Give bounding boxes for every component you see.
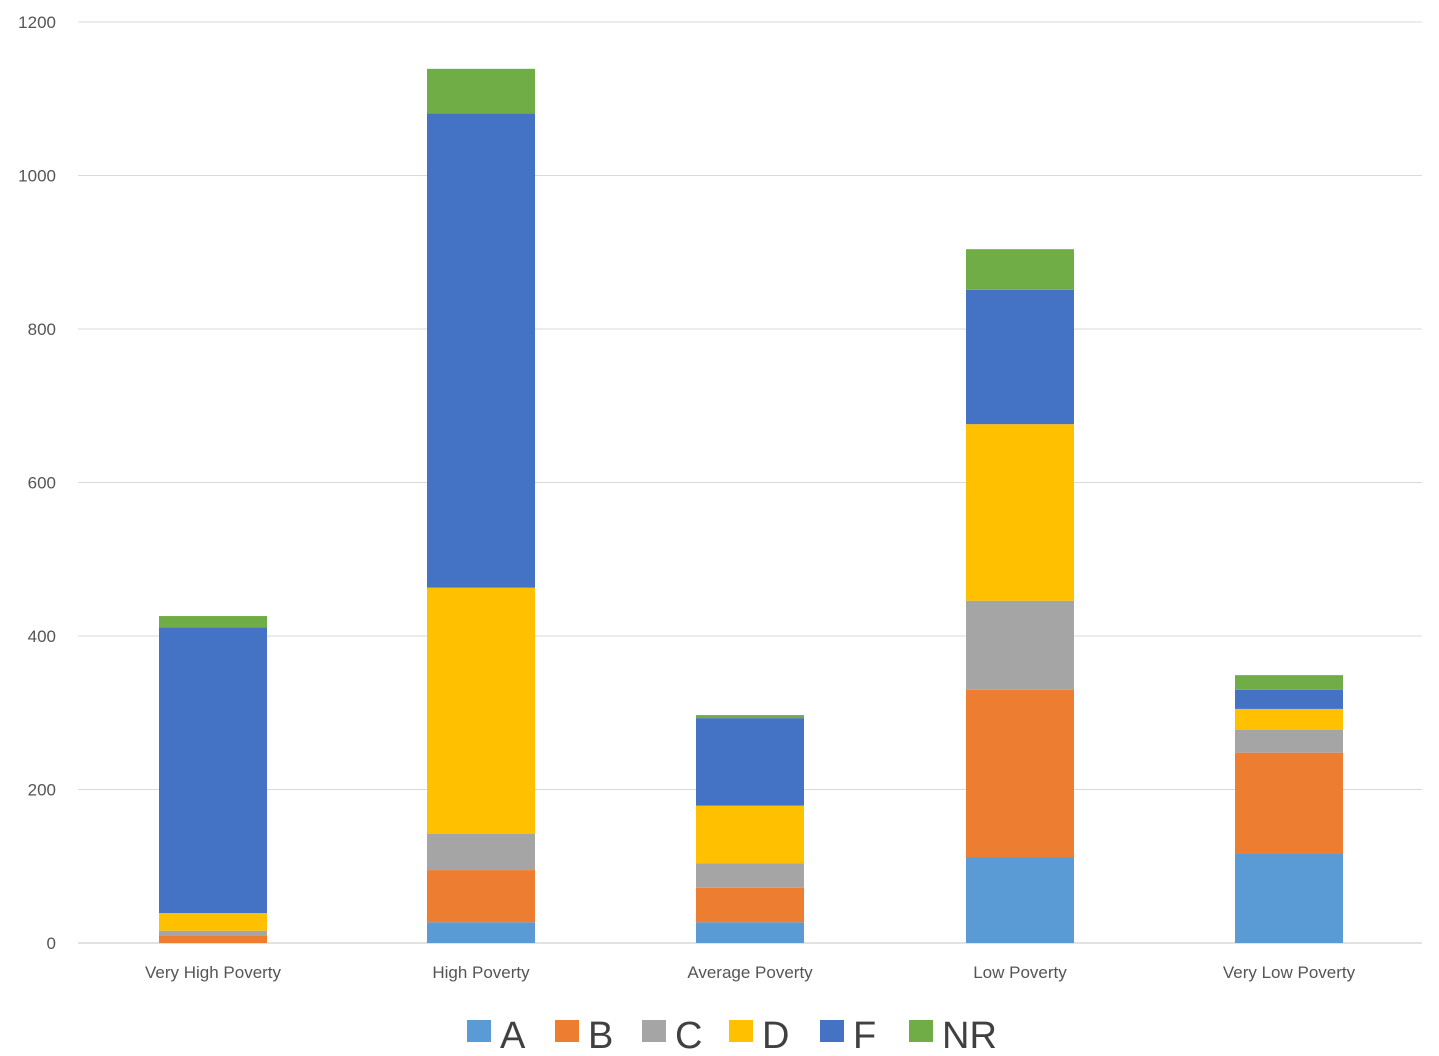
bar-segment: [427, 870, 535, 923]
bar-segment: [696, 718, 804, 806]
bar-segment: [696, 805, 804, 864]
legend-item: D: [729, 1015, 789, 1056]
bar-segment: [966, 857, 1074, 943]
legend-item: A: [467, 1015, 526, 1056]
bar-segment: [427, 834, 535, 871]
legend-label: B: [588, 1015, 613, 1056]
bar-segment: [696, 715, 804, 719]
y-axis-tick-labels: 0 200 400 600 800 1000 1200: [18, 13, 56, 953]
y-tick-label: 1000: [18, 167, 56, 186]
x-tick-label: High Poverty: [432, 963, 530, 982]
bar-segment: [427, 587, 535, 835]
legend-item: F: [820, 1015, 876, 1056]
bar-segment: [427, 68, 535, 114]
bar-segment: [1235, 853, 1343, 943]
bar-segment: [696, 863, 804, 888]
bar-segment: [1235, 689, 1343, 709]
y-tick-label: 200: [28, 781, 56, 800]
y-tick-label: 400: [28, 627, 56, 646]
legend-label: C: [675, 1015, 702, 1056]
legend-swatch: [909, 1020, 933, 1042]
legend-swatch: [467, 1020, 491, 1042]
y-tick-label: 0: [47, 934, 56, 953]
legend-swatch: [555, 1020, 579, 1042]
bar-segment: [159, 627, 267, 914]
bar-segment: [966, 600, 1074, 690]
bar-segment: [696, 887, 804, 923]
x-tick-label: Very High Poverty: [145, 963, 282, 982]
bar-segment: [159, 913, 267, 931]
y-tick-label: 600: [28, 474, 56, 493]
y-tick-label: 800: [28, 320, 56, 339]
legend-item: C: [642, 1015, 702, 1056]
bar-stack: [427, 68, 535, 943]
bar-stack: [159, 616, 267, 943]
gridlines: [78, 21, 1422, 944]
legend-label: D: [762, 1015, 789, 1056]
legend-label: NR: [942, 1015, 997, 1056]
legend-swatch: [820, 1020, 844, 1042]
x-tick-label: Average Poverty: [687, 963, 813, 982]
bar-stack: [1235, 675, 1343, 943]
y-tick-label: 1200: [18, 13, 56, 32]
bar-segment: [966, 289, 1074, 425]
bar-segment: [966, 689, 1074, 858]
bar-segment: [427, 922, 535, 943]
bar-segment: [966, 424, 1074, 601]
legend-label: A: [500, 1015, 526, 1056]
x-tick-label: Low Poverty: [973, 963, 1067, 982]
bar-stack: [966, 249, 1074, 943]
bar-segment: [1235, 729, 1343, 753]
x-axis-tick-labels: Very High Poverty High Poverty Average Pov…: [145, 963, 1356, 982]
legend: A B C D F NR: [467, 1015, 997, 1056]
bar-segment: [159, 935, 267, 943]
x-tick-label: Very Low Poverty: [1223, 963, 1356, 982]
bar-segment: [1235, 708, 1343, 730]
legend-label: F: [853, 1015, 876, 1056]
legend-swatch: [729, 1020, 753, 1042]
legend-item: B: [555, 1015, 613, 1056]
bar-segment: [427, 113, 535, 588]
legend-item: NR: [909, 1015, 997, 1056]
legend-swatch: [642, 1020, 666, 1042]
bar-segment: [1235, 752, 1343, 854]
bars: [159, 68, 1343, 943]
bar-segment: [1235, 675, 1343, 690]
bar-stack: [696, 715, 804, 943]
bar-segment: [159, 930, 267, 936]
bar-segment: [696, 922, 804, 943]
bar-segment: [159, 616, 267, 628]
bar-segment: [966, 249, 1074, 290]
